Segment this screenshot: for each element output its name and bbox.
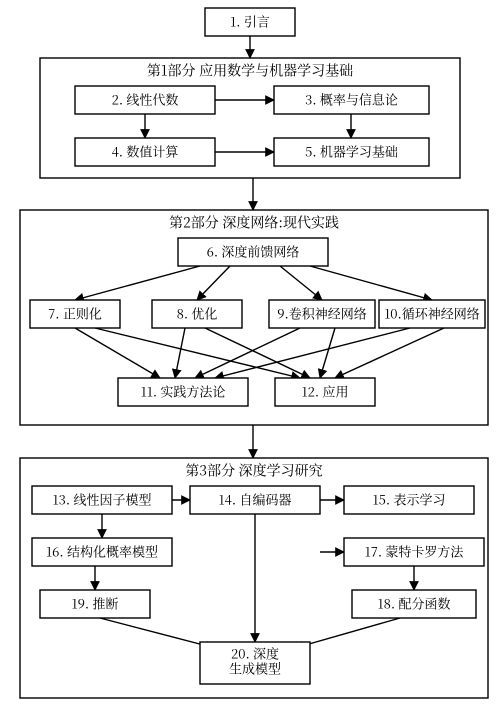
- node-label-n18: 18. 配分函数: [378, 593, 451, 612]
- edge-11: [95, 328, 300, 378]
- edge-15: [320, 328, 335, 378]
- node-label-n13: 13. 线性因子模型: [53, 489, 152, 508]
- section-title-part2: 第2部分 深度网络:现代实践: [169, 213, 339, 233]
- edge-6: [75, 266, 200, 300]
- edge-14: [195, 328, 300, 378]
- node-label-n20: 20. 深度生成模型: [229, 644, 281, 678]
- node-label-n9: 9.卷积神经网络: [277, 303, 367, 322]
- node-label-n4: 4. 数值计算: [112, 141, 179, 160]
- node-label-n1: 1. 引言: [230, 11, 270, 30]
- node-label-n7: 7. 正则化: [48, 303, 102, 322]
- section-title-part1: 第1部分 应用数学与机器学习基础: [147, 61, 353, 81]
- edge-9: [310, 266, 432, 300]
- node-label-n19: 19. 推断: [71, 593, 118, 612]
- node-label-n2: 2. 线性代数: [112, 89, 179, 108]
- edge-8: [280, 266, 322, 300]
- node-label-n14: 14. 自编码器: [219, 489, 292, 508]
- edge-7: [197, 266, 230, 300]
- node-label-n11: 11. 实践方法论: [141, 381, 226, 400]
- edge-17: [335, 328, 444, 378]
- node-label-n5: 5. 机器学习基础: [305, 141, 398, 160]
- node-label-n3: 3. 概率与信息论: [305, 89, 398, 108]
- section-title-part3: 第3部分 深度学习研究: [185, 461, 322, 481]
- edge-12: [175, 328, 185, 378]
- node-label-n6: 6. 深度前馈网络: [207, 241, 300, 260]
- node-label-n16: 16. 结构化概率模型: [46, 541, 158, 560]
- node-label-n17: 17. 蒙特卡罗方法: [365, 541, 465, 560]
- node-label-n8: 8. 优化: [177, 303, 218, 322]
- edge-26: [100, 618, 215, 648]
- edge-16: [215, 328, 410, 378]
- edge-27: [295, 618, 400, 648]
- edge-10: [75, 328, 160, 378]
- node-label-n10: 10.循环神经网络: [384, 303, 480, 322]
- edge-13: [205, 328, 310, 378]
- node-label-n12: 12. 应用: [302, 381, 349, 400]
- node-label-n15: 15. 表示学习: [373, 489, 446, 508]
